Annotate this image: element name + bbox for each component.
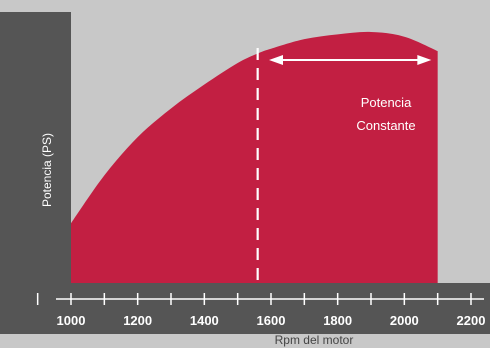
x-tick-label: 1800 [323,313,352,328]
x-tick-label: 1600 [257,313,286,328]
x-tick-label: 2000 [390,313,419,328]
annotation-line-1: Potencia [361,95,412,110]
annotation-line-2: Constante [356,118,415,133]
power-area [71,31,438,283]
x-axis-bar [0,283,490,334]
y-axis-bar [0,12,71,283]
x-axis-label: Rpm del motor [275,333,354,347]
arrow-head-right [417,55,432,65]
x-axis-ticks: 1000 1200 1400 1600 1800 2000 2200 [36,293,486,328]
arrow-head-left [269,55,283,65]
x-tick-label: 1200 [123,313,152,328]
y-axis-label: Potencia (PS) [40,133,54,207]
x-tick-label: 2200 [457,313,486,328]
x-tick-label: 1000 [57,313,86,328]
x-tick-label: 1400 [190,313,219,328]
